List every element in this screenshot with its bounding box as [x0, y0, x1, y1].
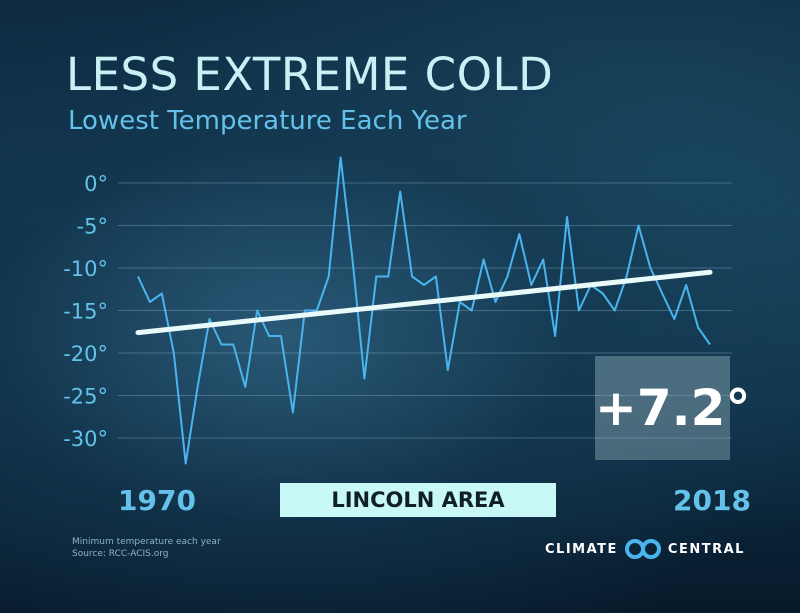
- y-tick-label: -10°: [63, 257, 108, 281]
- footnote-description: Minimum temperature each year: [72, 537, 221, 547]
- climate-central-logo: CLIMATE CENTRAL: [545, 538, 745, 560]
- trend-layer: [135, 269, 713, 336]
- y-tick-label: -25°: [63, 385, 108, 409]
- logo-text-central: CENTRAL: [667, 541, 745, 557]
- y-axis-ticks: 0° -5° -10° -15° -20° -25° -30°: [63, 172, 108, 451]
- gridlines: [118, 182, 732, 439]
- temperature-change-badge: +7.2°: [595, 356, 750, 460]
- logo-text-climate: CLIMATE: [545, 541, 618, 557]
- footnote: Minimum temperature each year Source: RC…: [72, 536, 221, 560]
- footnote-source: Source: RCC-ACIS.org: [72, 549, 169, 559]
- chart-subtitle: Lowest Temperature Each Year: [68, 106, 467, 136]
- y-tick-label: -5°: [77, 215, 108, 239]
- x-axis-start-label: 1970: [118, 484, 196, 517]
- y-tick-label: 0°: [84, 172, 108, 196]
- chart-title: LESS EXTREME COLD: [66, 48, 554, 101]
- x-axis-end-label: 2018: [673, 484, 751, 517]
- climate-central-rings-icon: [624, 539, 661, 559]
- trend-line: [135, 269, 713, 336]
- series-layer: [137, 156, 711, 465]
- min-temperature-series-line: [137, 156, 711, 465]
- y-tick-label: -30°: [63, 427, 108, 451]
- y-tick-label: -15°: [63, 300, 108, 324]
- location-label: LINCOLN AREA: [280, 483, 556, 517]
- y-tick-label: -20°: [63, 342, 108, 366]
